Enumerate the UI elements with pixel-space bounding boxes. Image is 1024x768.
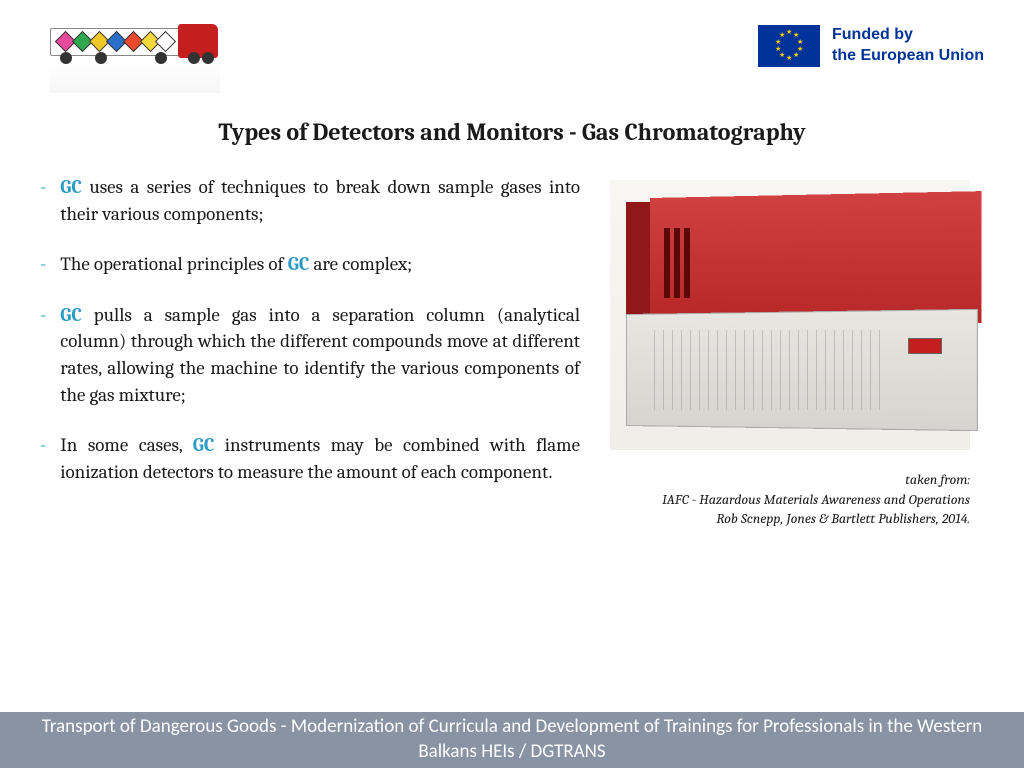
bullet-item: - The operational principles of GC are c…	[40, 251, 580, 278]
caption-line: taken from:	[610, 470, 970, 490]
bullet-text: pulls a sample gas into a separation col…	[60, 304, 580, 406]
footer-text: Transport of Dangerous Goods - Moderniza…	[20, 715, 1004, 764]
gc-abbrev: GC	[60, 176, 82, 198]
bullet-text: uses a series of techniques to break dow…	[60, 176, 580, 225]
slide-footer: Transport of Dangerous Goods - Moderniza…	[0, 712, 1024, 768]
bullet-text: The operational principles of	[60, 253, 287, 275]
eu-line2: the European Union	[832, 46, 984, 67]
slide-header: ★ ★ ★ ★ ★ ★ ★ ★ ★ ★ Funded by the Europe…	[0, 0, 1024, 100]
bullet-text: In some cases,	[60, 434, 192, 456]
bullet-dash-icon: -	[40, 302, 46, 408]
bullet-dash-icon: -	[40, 251, 46, 278]
slide-content: - GC uses a series of techniques to brea…	[0, 174, 1024, 529]
dgtrans-logo	[40, 15, 230, 95]
bullet-dash-icon: -	[40, 432, 46, 485]
slide-title: Types of Detectors and Monitors - Gas Ch…	[0, 118, 1024, 146]
bullet-list: - GC uses a series of techniques to brea…	[40, 174, 580, 529]
gc-device-image	[610, 180, 970, 450]
gc-abbrev: GC	[288, 253, 310, 275]
figure-column: taken from: IAFC - Hazardous Materials A…	[610, 174, 970, 529]
bullet-item: - In some cases, GC instruments may be c…	[40, 432, 580, 485]
eu-flag-icon: ★ ★ ★ ★ ★ ★ ★ ★ ★ ★	[758, 25, 820, 67]
eu-funding-badge: ★ ★ ★ ★ ★ ★ ★ ★ ★ ★ Funded by the Europe…	[758, 15, 984, 67]
eu-funding-text: Funded by the European Union	[832, 25, 984, 67]
caption-line: IAFC - Hazardous Materials Awareness and…	[610, 490, 970, 510]
bullet-dash-icon: -	[40, 174, 46, 227]
figure-caption: taken from: IAFC - Hazardous Materials A…	[610, 470, 970, 529]
eu-line1: Funded by	[832, 25, 984, 46]
bullet-text: are complex;	[309, 253, 412, 275]
gc-abbrev: GC	[193, 434, 215, 456]
gc-abbrev: GC	[60, 304, 82, 326]
bullet-item: - GC uses a series of techniques to brea…	[40, 174, 580, 227]
bullet-item: - GC pulls a sample gas into a separatio…	[40, 302, 580, 408]
caption-line: Rob Scnepp, Jones & Bartlett Publishers,…	[610, 509, 970, 529]
